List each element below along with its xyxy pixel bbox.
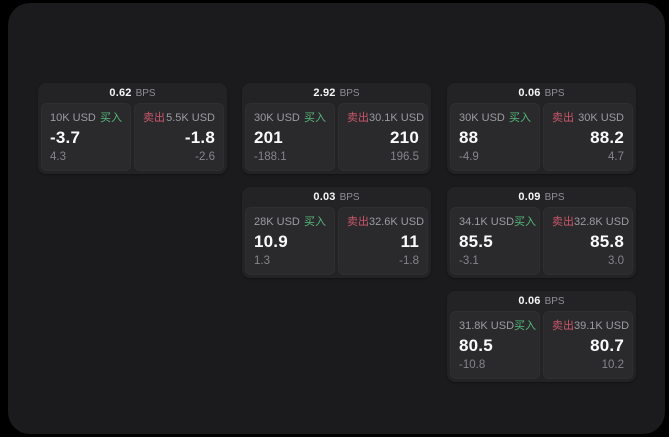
- spread-unit: BPS: [544, 295, 565, 307]
- buy-change: -3.1: [459, 255, 479, 267]
- spread-value: 0.09: [518, 191, 541, 203]
- buy-amount-label: 10K USD: [50, 112, 96, 124]
- sell-side-badge: 卖出: [552, 320, 574, 332]
- sell-quote-tile[interactable]: 卖出 5.5K USD -1.8 -2.6: [134, 103, 224, 171]
- buy-quote-tile[interactable]: 34.1K USD 买入 85.5 -3.1: [450, 207, 540, 275]
- quote-card-2: 2.92 BPS 30K USD 买入 201 -188.1 卖出 30.1K …: [242, 83, 431, 174]
- sell-quote-tile[interactable]: 卖出 32.6K USD 11 -1.8: [338, 207, 428, 275]
- buy-amount-label: 28K USD: [254, 216, 300, 228]
- buy-quote-tile[interactable]: 10K USD 买入 -3.7 4.3: [41, 103, 131, 171]
- quote-card-4: 0.03 BPS 28K USD 买入 10.9 1.3 卖出 32.6K US…: [242, 187, 431, 278]
- spread-header: 0.06 BPS: [447, 291, 636, 311]
- spread-header: 0.06 BPS: [447, 83, 636, 103]
- buy-side-badge: 买入: [509, 112, 531, 124]
- sell-side-badge: 卖出: [143, 112, 165, 124]
- sell-amount-label: 30K USD: [578, 112, 624, 124]
- spread-value: 0.06: [518, 87, 541, 99]
- quote-card-3: 0.06 BPS 30K USD 买入 88 -4.9 卖出 30K USD: [447, 83, 636, 174]
- sell-amount-label: 5.5K USD: [166, 112, 215, 124]
- spread-unit: BPS: [544, 87, 565, 99]
- buy-amount-label: 34.1K USD: [459, 216, 515, 228]
- buy-side-badge: 买入: [100, 112, 122, 124]
- buy-quote-tile[interactable]: 31.8K USD 买入 80.5 -10.8: [450, 311, 540, 379]
- sell-quote-tile[interactable]: 卖出 39.1K USD 80.7 10.2: [543, 311, 633, 379]
- sell-price: -1.8: [184, 128, 215, 147]
- buy-side-badge: 买入: [304, 216, 326, 228]
- sell-change: 196.5: [390, 151, 419, 163]
- buy-change: -4.9: [459, 151, 479, 163]
- buy-amount-label: 31.8K USD: [459, 320, 515, 332]
- sell-quote-tile[interactable]: 卖出 32.8K USD 85.8 3.0: [543, 207, 633, 275]
- sell-side-badge: 卖出: [552, 216, 574, 228]
- buy-quote-tile[interactable]: 28K USD 买入 10.9 1.3: [245, 207, 335, 275]
- sell-side-badge: 卖出: [552, 112, 574, 124]
- sell-change: 4.7: [608, 151, 624, 163]
- buy-change: 1.3: [254, 255, 270, 267]
- quote-card-5: 0.09 BPS 34.1K USD 买入 85.5 -3.1 卖出 32.8K…: [447, 187, 636, 278]
- sell-amount-label: 39.1K USD: [574, 320, 630, 332]
- app-window: 0.62 BPS 10K USD 买入 -3.7 4.3 卖出 5.5K USD: [8, 3, 665, 434]
- buy-change: -10.8: [459, 359, 486, 371]
- spread-value: 2.92: [313, 87, 336, 99]
- spread-value: 0.03: [313, 191, 336, 203]
- buy-price: 88: [459, 128, 479, 147]
- sell-price: 210: [390, 128, 419, 147]
- buy-price: -3.7: [50, 128, 81, 147]
- quote-card-1: 0.62 BPS 10K USD 买入 -3.7 4.3 卖出 5.5K USD: [38, 83, 227, 174]
- sell-price: 80.7: [590, 336, 624, 355]
- spread-unit: BPS: [339, 191, 360, 203]
- spread-header: 0.03 BPS: [242, 187, 431, 207]
- buy-change: -188.1: [254, 151, 287, 163]
- buy-price: 85.5: [459, 232, 493, 251]
- buy-price: 10.9: [254, 232, 288, 251]
- spread-value: 0.06: [518, 295, 541, 307]
- spread-value: 0.62: [109, 87, 132, 99]
- sell-side-badge: 卖出: [347, 112, 369, 124]
- spread-header: 2.92 BPS: [242, 83, 431, 103]
- buy-price: 201: [254, 128, 283, 147]
- spread-unit: BPS: [339, 87, 360, 99]
- buy-side-badge: 买入: [304, 112, 326, 124]
- sell-side-badge: 卖出: [347, 216, 369, 228]
- buy-quote-tile[interactable]: 30K USD 买入 201 -188.1: [245, 103, 335, 171]
- buy-amount-label: 30K USD: [459, 112, 505, 124]
- sell-change: 10.2: [601, 359, 624, 371]
- buy-side-badge: 买入: [514, 216, 537, 228]
- spread-header: 0.09 BPS: [447, 187, 636, 207]
- buy-price: 80.5: [459, 336, 493, 355]
- sell-price: 85.8: [590, 232, 624, 251]
- buy-quote-tile[interactable]: 30K USD 买入 88 -4.9: [450, 103, 540, 171]
- sell-change: -1.8: [399, 255, 419, 267]
- buy-amount-label: 30K USD: [254, 112, 300, 124]
- buy-change: 4.3: [50, 151, 66, 163]
- quote-card-6: 0.06 BPS 31.8K USD 买入 80.5 -10.8 卖出 39.1…: [447, 291, 636, 382]
- sell-change: 3.0: [608, 255, 624, 267]
- sell-amount-label: 30.1K USD: [369, 112, 425, 124]
- sell-quote-tile[interactable]: 卖出 30K USD 88.2 4.7: [543, 103, 633, 171]
- sell-price: 11: [400, 232, 419, 251]
- sell-price: 88.2: [590, 128, 624, 147]
- sell-amount-label: 32.8K USD: [574, 216, 630, 228]
- sell-change: -2.6: [195, 151, 215, 163]
- sell-quote-tile[interactable]: 卖出 30.1K USD 210 196.5: [338, 103, 428, 171]
- buy-side-badge: 买入: [514, 320, 537, 332]
- spread-unit: BPS: [135, 87, 156, 99]
- sell-amount-label: 32.6K USD: [369, 216, 425, 228]
- spread-unit: BPS: [544, 191, 565, 203]
- spread-header: 0.62 BPS: [38, 83, 227, 103]
